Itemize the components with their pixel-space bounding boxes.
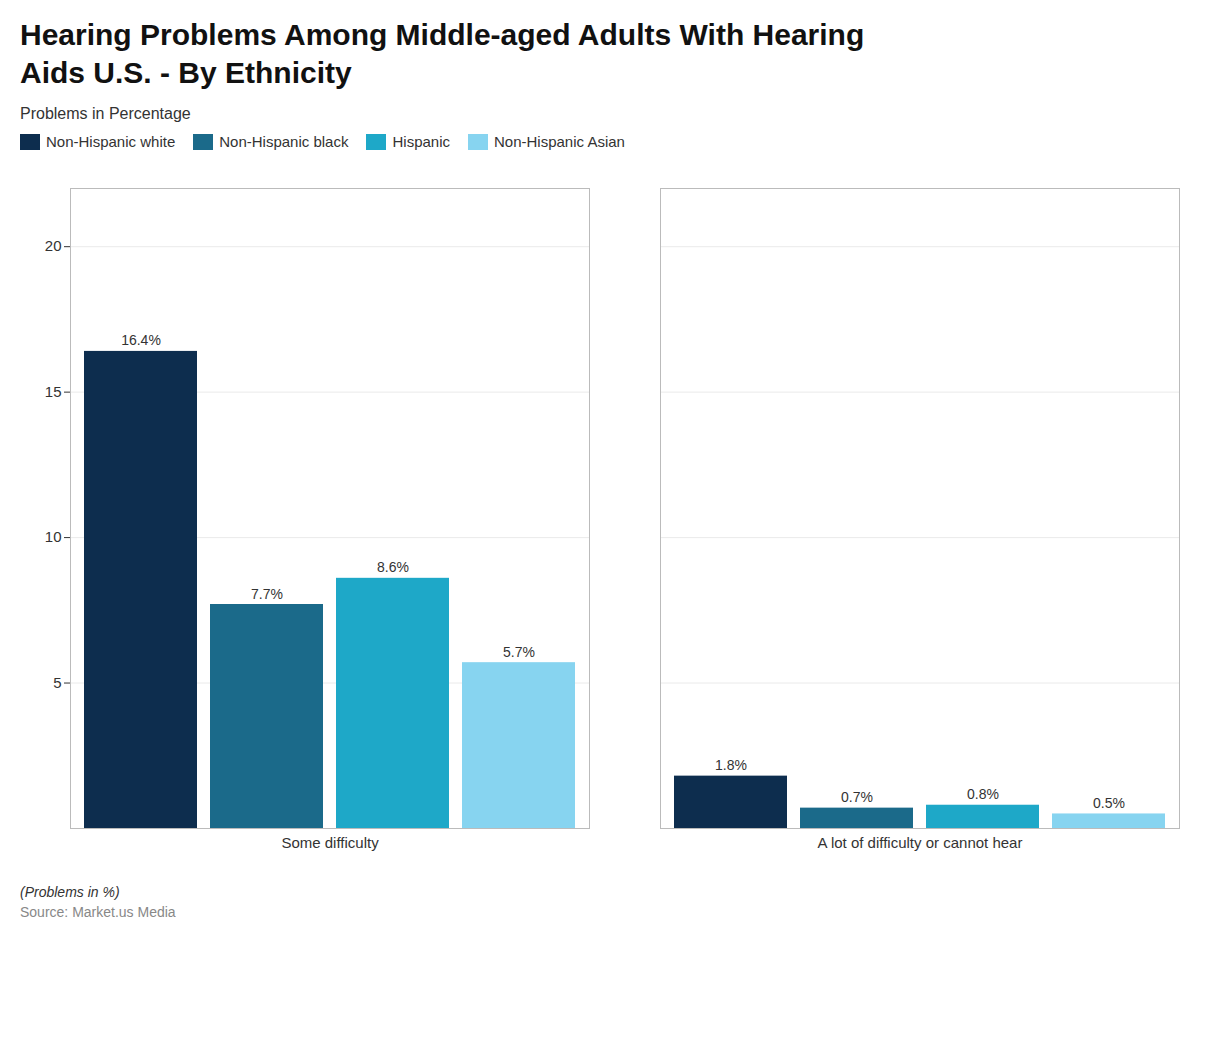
svg-text:A lot of difficulty or cannot: A lot of difficulty or cannot hear (818, 834, 1023, 851)
svg-text:1.8%: 1.8% (715, 757, 747, 773)
html-text:Non-Hispanic white: Non-Hispanic white (46, 133, 176, 150)
svg-text:20: 20 (45, 237, 62, 254)
svg-text:5: 5 (53, 674, 61, 691)
html-text:Hearing Problems Among Middle-: Hearing Problems Among Middle-aged Adult… (20, 18, 865, 89)
svg-text:8.6%: 8.6% (377, 559, 409, 575)
svg-text:0.8%: 0.8% (967, 786, 999, 802)
html-text:Source: Market.us Media: Source: Market.us Media (20, 904, 176, 920)
html-text:Non-Hispanic black: Non-Hispanic black (219, 133, 349, 150)
svg-text:16.4%: 16.4% (121, 332, 161, 348)
html-text:(Problems in %): (Problems in %) (20, 884, 120, 900)
svg-text:15: 15 (45, 383, 62, 400)
svg-text:10: 10 (45, 528, 62, 545)
html-text:Non-Hispanic Asian: Non-Hispanic Asian (494, 133, 625, 150)
html-text:Problems in Percentage: Problems in Percentage (20, 105, 191, 122)
svg-text:Some difficulty: Some difficulty (281, 834, 379, 851)
svg-text:5.7%: 5.7% (503, 644, 535, 660)
svg-text:0.7%: 0.7% (841, 789, 873, 805)
svg-text:7.7%: 7.7% (251, 586, 283, 602)
html-text:Hispanic: Hispanic (392, 133, 450, 150)
svg-text:0.5%: 0.5% (1093, 795, 1125, 811)
